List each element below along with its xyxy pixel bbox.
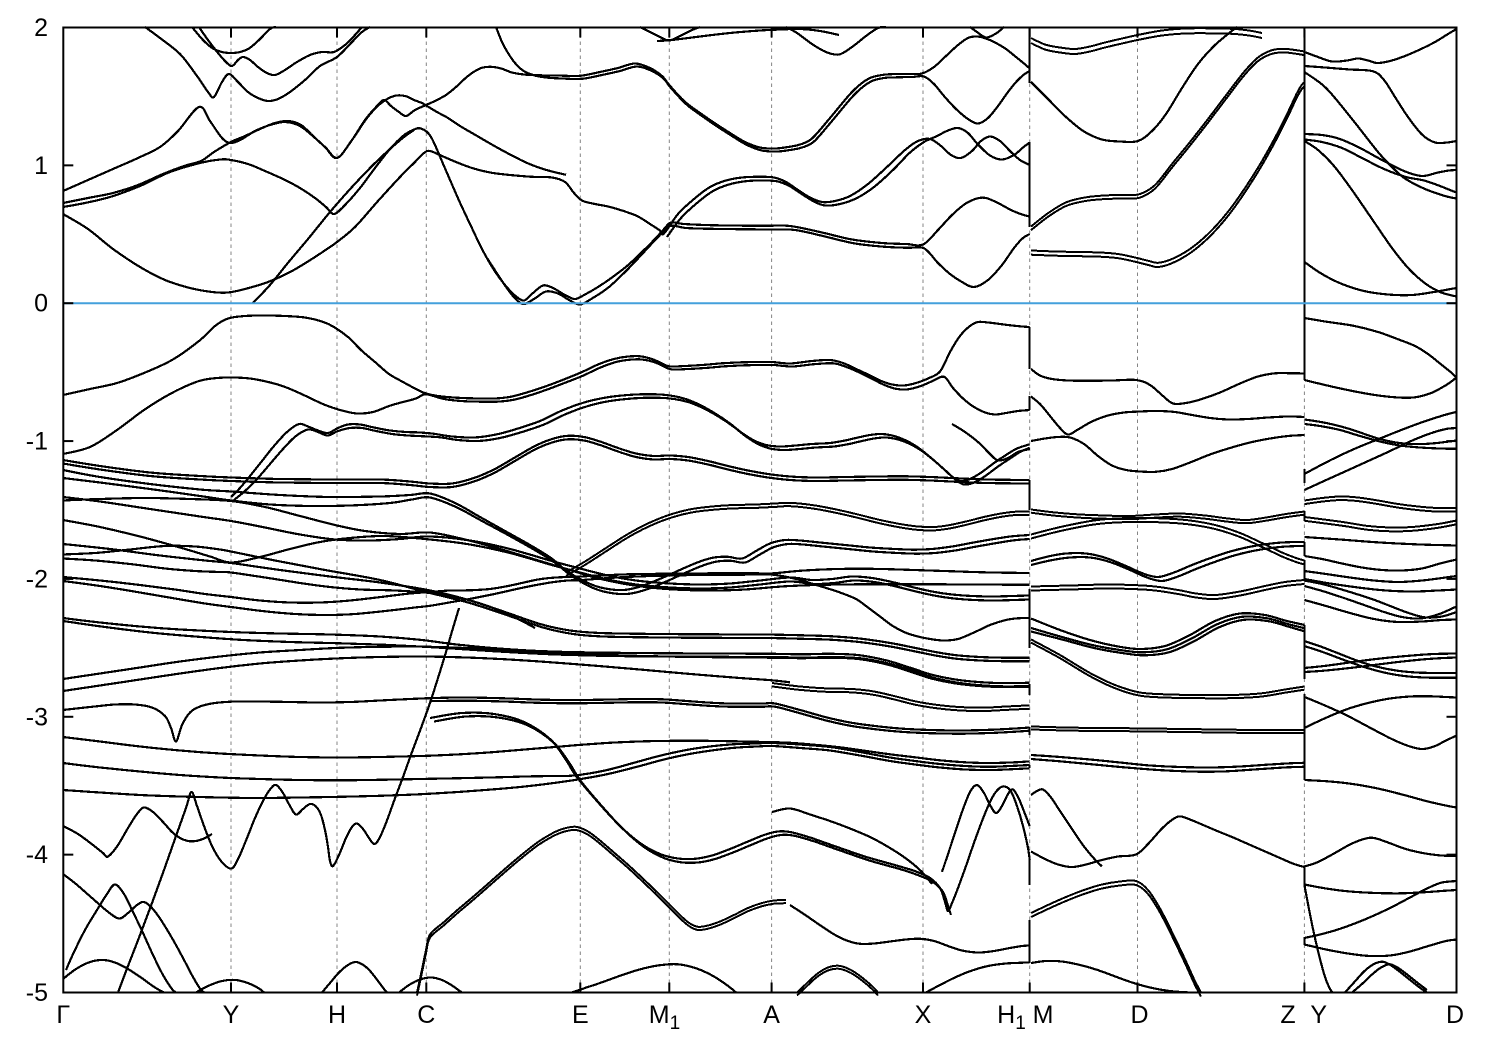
svg-text:X: X	[915, 1001, 932, 1029]
svg-text:D: D	[1130, 1001, 1148, 1029]
svg-text:-3: -3	[26, 703, 48, 731]
svg-text:H: H	[328, 1001, 346, 1029]
svg-text:-4: -4	[26, 841, 48, 869]
svg-text:-2: -2	[26, 565, 48, 593]
svg-text:M: M	[1033, 1001, 1054, 1029]
svg-text:Y: Y	[1310, 1001, 1327, 1029]
svg-text:0: 0	[34, 290, 48, 318]
svg-text:Γ: Γ	[56, 1001, 70, 1029]
svg-text:2: 2	[34, 14, 48, 42]
svg-text:A: A	[763, 1001, 780, 1029]
svg-text:C: C	[417, 1001, 435, 1029]
svg-text:1: 1	[34, 152, 48, 180]
svg-text:Z: Z	[1280, 1001, 1295, 1029]
svg-text:Y: Y	[223, 1001, 240, 1029]
svg-text:D: D	[1446, 1001, 1464, 1029]
svg-text:-5: -5	[26, 979, 48, 1007]
svg-text:-1: -1	[26, 428, 48, 456]
svg-text:E: E	[572, 1001, 589, 1029]
